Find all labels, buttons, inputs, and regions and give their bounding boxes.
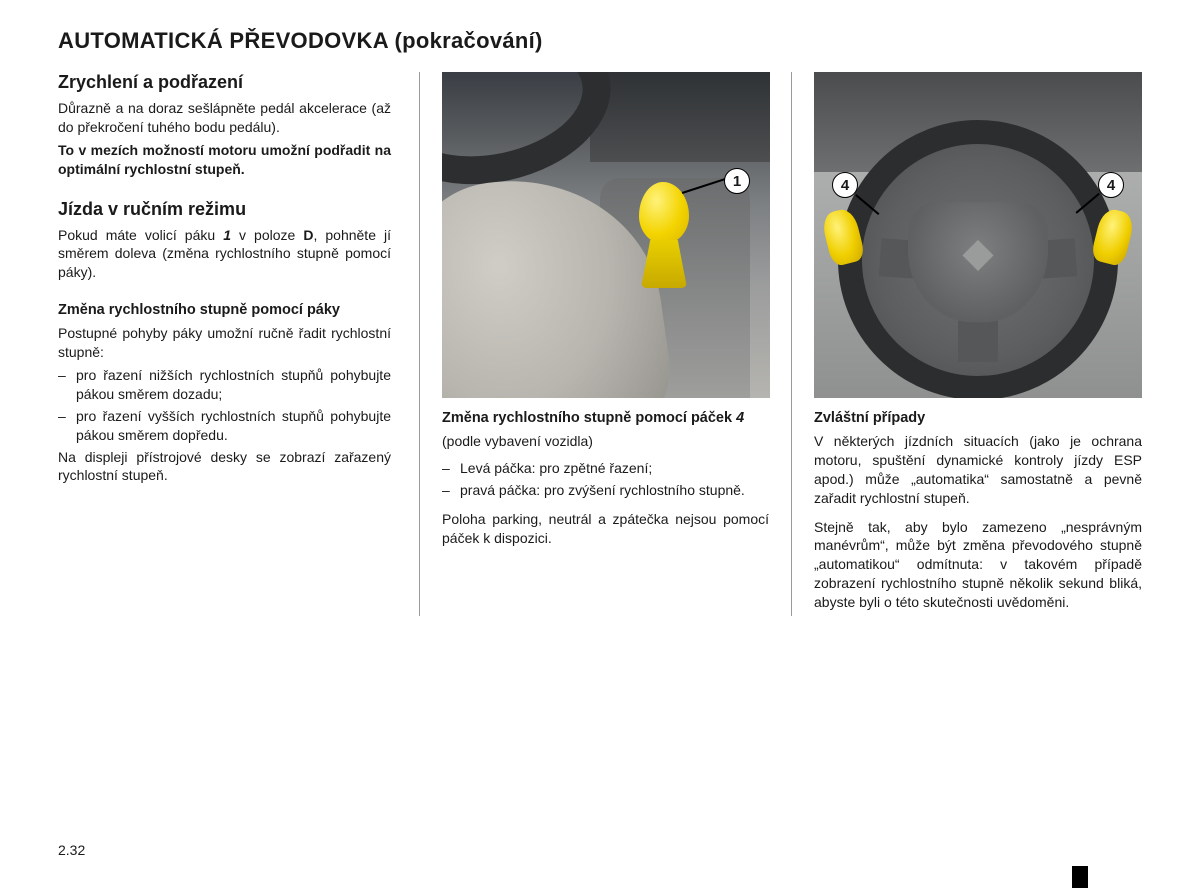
text-frag-a: Pokud máte volicí páku <box>58 227 223 243</box>
callout-4-right: 4 <box>1098 172 1124 198</box>
list-item-right-paddle: pravá páčka: pro zvýšení rychlostního st… <box>442 481 769 500</box>
figure-steering-wheel: 26586 4 4 <box>814 72 1142 398</box>
illus-steering-wheel <box>838 120 1118 398</box>
text-pedal: Důrazně a na doraz sešlápněte pedál akce… <box>58 99 391 137</box>
section-gear-lever: Změna rychlostního stupně pomocí páky Po… <box>58 302 391 485</box>
columns: Zrychlení a podřazení Důrazně a na doraz… <box>58 72 1142 616</box>
ref-1: 1 <box>223 227 231 243</box>
illus-shifter-boot <box>641 240 687 288</box>
list-paddles: Levá páčka: pro zpětné řazení; pravá páč… <box>442 459 769 500</box>
ref-4: 4 <box>736 410 744 426</box>
callout-1: 1 <box>724 168 750 194</box>
column-2: 1 Změna rychlostního stupně pomocí páček… <box>419 72 791 616</box>
crop-mark <box>1072 866 1088 888</box>
title-continuation: (pokračování) <box>395 28 543 53</box>
subhead-paddles: Změna rychlostního stupně pomocí páček 4 <box>442 410 769 426</box>
text-special-1: V některých jízdních situacích (jako je … <box>814 432 1142 508</box>
text-special-2: Stejně tak, aby bylo zamezeno „nesprávný… <box>814 518 1142 612</box>
text-equipment-note: (podle vybavení vozidla) <box>442 432 769 451</box>
illus-shifter <box>636 182 692 292</box>
column-3: 26586 4 4 Zvláštní případy V některých j… <box>791 72 1142 616</box>
heading-acceleration: Zrychlení a podřazení <box>58 72 391 93</box>
title-main: AUTOMATICKÁ PŘEVODOVKA <box>58 28 395 53</box>
column-1: Zrychlení a podřazení Důrazně a na doraz… <box>58 72 419 616</box>
manual-page: AUTOMATICKÁ PŘEVODOVKA (pokračování) Zry… <box>0 0 1200 616</box>
figure-gear-lever: 1 <box>442 72 770 398</box>
heading-manual-mode: Jízda v ručním režimu <box>58 199 391 220</box>
text-display: Na displeji přístrojové desky se zobrazí… <box>58 448 391 486</box>
letter-d: D <box>303 227 313 243</box>
illus-dashboard <box>590 72 770 162</box>
list-item-up: pro řazení vyšších rychlostních stupňů p… <box>58 407 391 445</box>
text-frag-b: v poloze <box>231 227 303 243</box>
section-acceleration: Zrychlení a podřazení Důrazně a na doraz… <box>58 72 391 179</box>
text-lever-d: Pokud máte volicí páku 1 v poloze D, poh… <box>58 226 391 283</box>
text-sequential: Postupné pohyby páky umožní ručně řadit … <box>58 324 391 362</box>
list-item-down: pro řazení nižších rychlostních stupňů p… <box>58 366 391 404</box>
list-lever-directions: pro řazení nižších rychlostních stupňů p… <box>58 366 391 445</box>
list-item-left-paddle: Levá páčka: pro zpětné řazení; <box>442 459 769 478</box>
callout-4-left: 4 <box>832 172 858 198</box>
subhead-gear-lever: Změna rychlostního stupně pomocí páky <box>58 302 391 318</box>
illus-hub <box>908 202 1048 322</box>
subhead-paddles-text: Změna rychlostního stupně pomocí páček <box>442 410 736 426</box>
text-parking-note: Poloha parking, neutrál a zpátečka nejso… <box>442 510 769 548</box>
page-title: AUTOMATICKÁ PŘEVODOVKA (pokračování) <box>58 28 1142 54</box>
text-downshift-bold: To v mezích možností motoru umožní podřa… <box>58 141 391 179</box>
subhead-special-cases: Zvláštní případy <box>814 410 1142 426</box>
page-number: 2.32 <box>58 842 85 858</box>
section-manual-mode: Jízda v ručním režimu Pokud máte volicí … <box>58 199 391 283</box>
